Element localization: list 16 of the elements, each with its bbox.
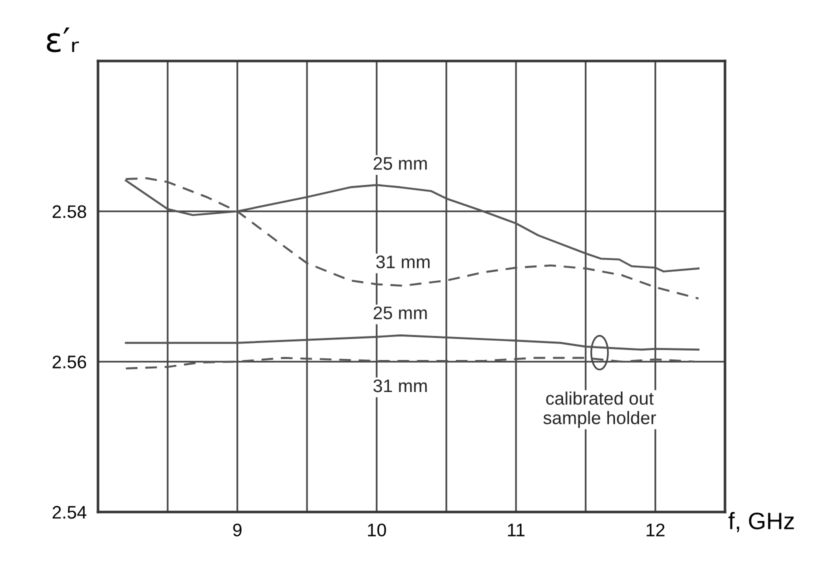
- x-tick-label: 12: [646, 524, 664, 536]
- x-tick-label: 9: [233, 524, 242, 536]
- series-label: 25 mm: [374, 157, 427, 170]
- x-tick-label: 10: [368, 524, 386, 536]
- y-axis-title: ε′ᵣ: [46, 28, 79, 52]
- line-series: [124, 356, 696, 370]
- y-tick-label: 2.56: [52, 356, 86, 368]
- series-label: 31 mm: [373, 379, 427, 392]
- x-axis-title: f, GHz: [728, 512, 794, 532]
- y-tick-label: 2.58: [52, 205, 86, 218]
- x-tick-label: 11: [508, 524, 524, 536]
- line-series: [124, 334, 700, 351]
- series-label: 31 mm: [376, 256, 430, 268]
- y-tick-label: 2.54: [52, 506, 86, 519]
- series-label: 25 mm: [374, 306, 427, 320]
- annotation: calibrated out sample holder: [543, 392, 656, 428]
